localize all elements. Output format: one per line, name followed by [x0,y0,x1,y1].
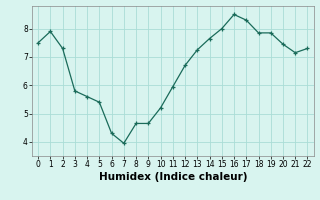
X-axis label: Humidex (Indice chaleur): Humidex (Indice chaleur) [99,172,247,182]
